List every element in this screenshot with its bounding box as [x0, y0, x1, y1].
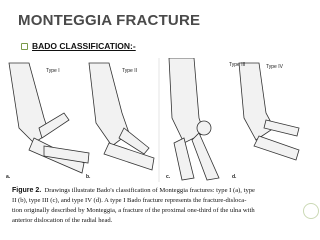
caption-line: tion originally described by Monteggia, …	[12, 207, 255, 214]
panel-type-label: Type II	[122, 68, 137, 74]
panel-letter: a.	[6, 174, 11, 180]
slide-title: MONTEGGIA FRACTURE	[18, 12, 201, 29]
caption-line: Drawings illustrate Bado's classificatio…	[44, 187, 255, 194]
panel-letter: c.	[166, 174, 171, 180]
bullet-text: BADO CLASSIFICATION:-	[32, 41, 136, 51]
caption-label: Figure 2.	[12, 187, 42, 194]
panel-type-label: Type I	[46, 68, 60, 74]
bullet-marker	[21, 43, 28, 50]
panel-letter: b.	[86, 174, 91, 180]
drawings	[8, 58, 300, 181]
caption-line: II (b), type III (c), and type IV (d). A…	[12, 197, 247, 204]
caption-line: anterior dislocation of the radial head.	[12, 217, 113, 224]
panel-letter: d.	[232, 174, 237, 180]
figure: Type I a. Type II b. Type III c. Type IV d.	[6, 58, 300, 182]
figure-caption: Figure 2. Drawings illustrate Bado's cla…	[12, 186, 304, 226]
panel-type-label: Type IV	[266, 64, 284, 70]
panel-type-label: Type III	[229, 62, 245, 68]
decoration	[303, 203, 319, 219]
